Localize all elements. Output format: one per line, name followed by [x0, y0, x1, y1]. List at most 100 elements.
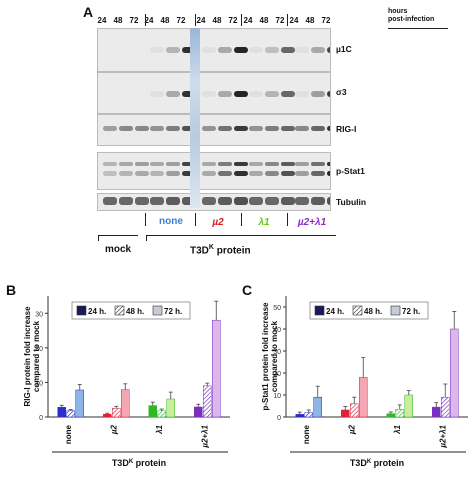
- group-lambda1: λ1: [258, 217, 270, 228]
- y-axis-label: RIG-I protein fold increasecompared to m…: [23, 306, 41, 407]
- blot-label-p-stat1: p-Stat1: [336, 166, 365, 176]
- blot-band: [150, 126, 164, 132]
- lane-label: 24: [289, 16, 299, 25]
- y-tick-label: 10: [35, 380, 43, 387]
- blot-band: [150, 197, 164, 206]
- lane-label: 24: [97, 16, 107, 25]
- lane-label: 48: [259, 16, 269, 25]
- chart-panel-c: 0 10 20 30 40 50p-Stat1 protein fold increase…: [261, 296, 468, 468]
- blot-band: [265, 197, 279, 206]
- legend-entry: 24 h.: [326, 307, 344, 316]
- bar: [350, 403, 359, 418]
- blot-band: [218, 126, 232, 132]
- blot-band: [265, 91, 279, 97]
- t3d-protein-label: T3DK protein: [190, 244, 251, 257]
- blot-band: [218, 171, 232, 176]
- blot-band: [281, 171, 295, 176]
- blot-band: [218, 197, 232, 206]
- blot-band: [103, 162, 117, 166]
- bar: [112, 408, 121, 418]
- bar: [395, 409, 404, 418]
- blot-band: [202, 171, 216, 176]
- hours-underline: [388, 28, 448, 29]
- y-tick-label: 40: [273, 327, 281, 334]
- lane-label: 72: [176, 16, 186, 25]
- panel-a-letter: A: [83, 4, 94, 20]
- blot-band: [218, 46, 232, 53]
- blot-band: [166, 91, 180, 97]
- blot-band: [281, 126, 295, 132]
- blot-band: [135, 171, 149, 176]
- blot-band: [295, 46, 309, 53]
- blot-band: [295, 197, 309, 206]
- legend-swatch: [76, 305, 87, 316]
- y-tick-label: 10: [273, 393, 281, 400]
- blot-band: [234, 197, 248, 206]
- blot-band: [249, 46, 263, 53]
- bar: [166, 398, 175, 418]
- blot-band: [295, 126, 309, 132]
- x-group-label: T3DK protein: [350, 458, 404, 468]
- lane-separator: [145, 14, 146, 26]
- blot-band: [265, 126, 279, 132]
- blot-band: [295, 171, 309, 176]
- blot-band: [249, 162, 263, 166]
- blot-tubulin: [97, 193, 331, 211]
- blot-band: [103, 126, 117, 132]
- bar: [157, 410, 166, 418]
- blot-band: [182, 91, 196, 97]
- blot-band: [119, 171, 133, 176]
- blot-band: [311, 126, 325, 132]
- blot-band: [182, 162, 196, 166]
- blot-label-rig-i: RIG-I: [336, 124, 357, 134]
- blot-band: [311, 162, 325, 166]
- blot-band: [166, 171, 180, 176]
- y-tick-label: 20: [35, 346, 43, 353]
- bar: [103, 413, 112, 418]
- blot-band: [202, 126, 216, 132]
- bar: [121, 389, 130, 418]
- category-label: µ2+λ1: [438, 424, 447, 448]
- blot-band: [182, 46, 196, 53]
- blot-band: [249, 126, 263, 132]
- blot-sigma3: [97, 72, 331, 114]
- protein-ladder: [190, 28, 200, 208]
- legend-entry: 72 h.: [164, 307, 182, 316]
- blot-band: [327, 126, 330, 132]
- legend-entry: 24 h.: [88, 307, 106, 316]
- bar: [295, 414, 304, 418]
- category-label: µ2: [109, 424, 118, 435]
- blot-band: [119, 197, 133, 206]
- blot-band: [281, 162, 295, 166]
- legend-entry: 72 h.: [402, 307, 420, 316]
- blot-mu1c: [97, 28, 331, 72]
- blot-band: [311, 171, 325, 176]
- blot-band: [150, 46, 164, 53]
- blot-band: [265, 46, 279, 53]
- bar: [441, 396, 450, 418]
- lane-label: 48: [305, 16, 315, 25]
- blot-p-stat1: [97, 152, 331, 190]
- blot-band: [119, 126, 133, 132]
- blot-band: [135, 162, 149, 166]
- bar: [148, 405, 157, 418]
- blot-band: [265, 171, 279, 176]
- blot-label-tubulin: Tubulin: [336, 197, 367, 207]
- blot-band: [218, 91, 232, 97]
- blot-band: [103, 197, 117, 206]
- blot-band: [295, 91, 309, 97]
- blot-band: [182, 126, 196, 132]
- lane-label: 48: [160, 16, 170, 25]
- blot-band: [202, 162, 216, 166]
- blot-band: [265, 162, 279, 166]
- y-tick-label: 50: [273, 305, 281, 312]
- lane-separator: [195, 14, 196, 26]
- blot-band: [182, 197, 196, 206]
- category-label: none: [302, 424, 311, 444]
- bar: [313, 396, 322, 418]
- blot-band: [202, 46, 216, 53]
- blot-band: [119, 162, 133, 166]
- blot-band: [327, 197, 330, 206]
- bar: [194, 406, 203, 418]
